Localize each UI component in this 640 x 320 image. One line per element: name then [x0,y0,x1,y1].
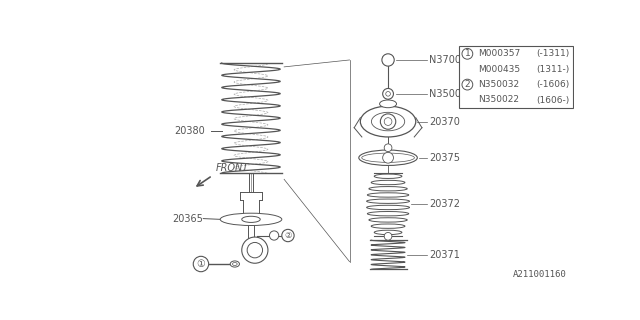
Circle shape [384,144,392,152]
Ellipse shape [362,153,414,162]
Circle shape [383,152,394,163]
Text: 20371: 20371 [429,250,460,260]
Circle shape [193,256,209,272]
Text: 2: 2 [465,80,470,89]
Ellipse shape [371,224,405,228]
Circle shape [382,54,394,66]
Text: (-1606): (-1606) [537,80,570,89]
Text: 20380: 20380 [174,126,205,136]
Text: 1: 1 [465,49,470,58]
Text: (-1311): (-1311) [537,49,570,58]
Ellipse shape [232,262,237,266]
Text: M000435: M000435 [478,65,520,74]
Ellipse shape [359,150,417,165]
Ellipse shape [230,261,239,267]
Text: (1606-): (1606-) [537,95,570,105]
Circle shape [282,229,294,242]
Ellipse shape [220,213,282,226]
Circle shape [383,88,394,99]
Text: N350032: N350032 [478,80,519,89]
Ellipse shape [374,174,402,179]
Circle shape [247,243,262,258]
Ellipse shape [369,218,407,222]
Ellipse shape [371,180,405,185]
Circle shape [386,92,390,96]
Text: M000357: M000357 [478,49,520,58]
Text: N37006: N37006 [429,55,467,65]
Circle shape [380,114,396,129]
Circle shape [269,231,279,240]
Circle shape [462,79,473,90]
Ellipse shape [380,100,397,108]
Text: 20370: 20370 [429,116,460,126]
Ellipse shape [371,112,404,131]
Text: FRONT: FRONT [216,163,249,173]
Ellipse shape [369,187,407,191]
Ellipse shape [367,212,409,216]
Ellipse shape [367,205,410,210]
Bar [459,46,573,108]
Circle shape [242,237,268,263]
Ellipse shape [374,230,402,235]
Ellipse shape [242,216,260,222]
Text: 20375: 20375 [429,153,460,163]
Circle shape [384,118,392,125]
Circle shape [462,48,473,59]
Text: N350029: N350029 [429,89,473,99]
Text: ①: ① [196,259,205,269]
Text: (1311-): (1311-) [537,65,570,74]
Ellipse shape [367,193,409,197]
Text: N350022: N350022 [478,95,519,105]
Ellipse shape [367,199,410,204]
Ellipse shape [360,106,416,137]
Text: A211001160: A211001160 [513,270,566,279]
Circle shape [384,232,392,240]
Text: 20365: 20365 [172,213,204,224]
Text: ②: ② [284,231,292,240]
Text: 20372: 20372 [429,199,460,209]
